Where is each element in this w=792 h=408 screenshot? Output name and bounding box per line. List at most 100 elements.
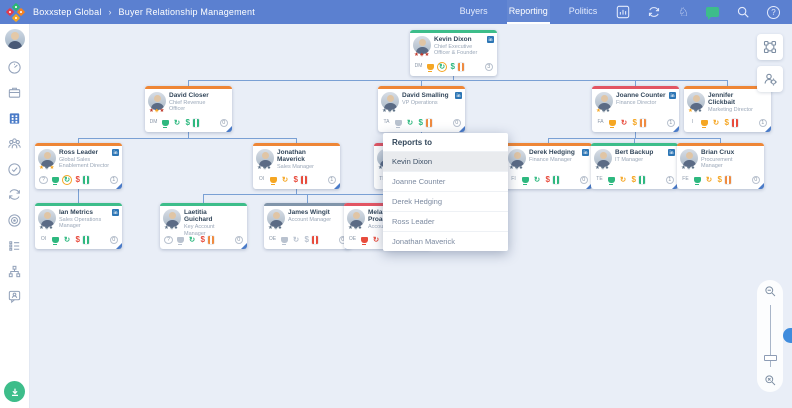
- corner-fold-icon[interactable]: [334, 183, 340, 189]
- breadcrumb-org[interactable]: Boxxstep Global: [33, 7, 102, 17]
- avatar: [687, 92, 705, 110]
- person-title: Global Sales Enablement Director: [59, 156, 110, 170]
- linkedin-icon[interactable]: in: [112, 149, 119, 156]
- tasks-icon[interactable]: [7, 162, 22, 177]
- rating-icon: ★: [159, 108, 165, 114]
- dropdown-item[interactable]: Jonathan Maverick: [383, 231, 508, 251]
- rating-icons: ★ ♣ ♠: [348, 225, 361, 232]
- person-card[interactable]: in Ian Metrics Sales Operations Manager …: [35, 203, 122, 249]
- corner-fold-icon[interactable]: [672, 183, 678, 189]
- corner-fold-icon[interactable]: [241, 243, 247, 249]
- person-card[interactable]: in Ross Leader Global Sales Enablement D…: [35, 143, 122, 189]
- linkedin-icon[interactable]: in: [487, 36, 494, 43]
- person-title: VP Operations: [402, 99, 438, 106]
- flag-icon: [725, 175, 732, 185]
- download-button[interactable]: [4, 381, 25, 402]
- organization-icon[interactable]: [7, 111, 22, 126]
- nav-tab[interactable]: Politics: [568, 6, 598, 16]
- help-icon[interactable]: ?: [767, 5, 780, 19]
- person-card[interactable]: in Bert Backup IT Manager ★ ♣ ♠ TE ↻ $ 1: [591, 143, 678, 189]
- role-code: FI: [511, 176, 516, 182]
- connector-line: [203, 194, 388, 195]
- chat-icon[interactable]: [706, 7, 719, 20]
- goals-target-icon[interactable]: [7, 213, 22, 228]
- connector-line: [720, 138, 721, 143]
- chess-knight-icon[interactable]: ♘: [678, 5, 689, 19]
- nav-tab[interactable]: Reporting: [506, 0, 550, 24]
- rating-icon: ♣: [686, 165, 691, 171]
- rating-icon: ★: [414, 52, 419, 58]
- linkedin-icon[interactable]: in: [669, 92, 676, 99]
- dropdown-item[interactable]: Joanne Counter: [383, 171, 508, 191]
- role-code: OI: [258, 176, 265, 182]
- network-view-button[interactable]: [757, 34, 783, 60]
- user-avatar[interactable]: [4, 29, 25, 49]
- search-icon[interactable]: [736, 5, 750, 19]
- person-card[interactable]: in David Smalling VP Operations ★ ♣ ♠ TA…: [378, 86, 465, 132]
- connector-line: [78, 189, 79, 203]
- linkedin-icon[interactable]: in: [582, 149, 589, 156]
- nav-tab[interactable]: Buyers: [459, 6, 488, 16]
- sync-icon[interactable]: [647, 5, 661, 19]
- person-card[interactable]: Jennifer Clickbait Marketing Director ★ …: [684, 86, 771, 132]
- person-title: IT Manager: [615, 156, 644, 163]
- avatar: [413, 36, 431, 54]
- person-title: Account Manager: [288, 216, 332, 223]
- sync-cycle-icon[interactable]: [7, 187, 22, 202]
- connector-line: [188, 132, 189, 138]
- feedback-icon[interactable]: [7, 289, 22, 304]
- flag-icon: [83, 175, 90, 185]
- avatar: [508, 149, 526, 167]
- boxxstep-logo-icon[interactable]: [5, 2, 26, 22]
- rating-icon: ★: [424, 52, 430, 58]
- rating-icons: ★ ♣ ♠: [164, 225, 177, 232]
- zoom-slider[interactable]: [763, 305, 777, 367]
- person-name: Ian Metrics: [59, 209, 93, 216]
- dropdown-item[interactable]: Ross Leader: [383, 211, 508, 231]
- person-card[interactable]: in Kevin Dixon Chief Executive Officer &…: [410, 30, 497, 76]
- team-icon[interactable]: [7, 136, 22, 151]
- corner-fold-icon[interactable]: [226, 126, 232, 132]
- dropdown-list: Kevin Dixon Joanne Counter Derek Hedging…: [383, 151, 508, 251]
- hierarchy-icon[interactable]: [7, 264, 22, 279]
- person-card[interactable]: James Wingit Account Manager ★ ♣ ♠ OE ↻ …: [264, 203, 351, 249]
- person-card[interactable]: in Joanne Counter Finance Director ★ ♣ ♠…: [592, 86, 679, 132]
- corner-fold-icon[interactable]: [116, 243, 122, 249]
- count-badge: 0: [219, 118, 228, 128]
- person-card[interactable]: David Closer Chief Revenue Officer ★ ♣ ★…: [145, 86, 232, 132]
- rating-icon: ♣: [693, 108, 698, 114]
- person-card[interactable]: Brian Crux Procurement Manager ★ ♣ ♠ FE …: [677, 143, 764, 189]
- person-card[interactable]: in Derek Hedging Finance Manager ★ ♣ ♠ F…: [505, 143, 592, 189]
- rating-icons: ★ ♣ ♠: [596, 108, 609, 115]
- linkedin-icon[interactable]: in: [455, 92, 462, 99]
- flag-icon: [458, 62, 465, 72]
- corner-fold-icon[interactable]: [459, 126, 465, 132]
- checklist-icon[interactable]: [7, 238, 22, 253]
- zoom-slider-handle[interactable]: [763, 355, 777, 361]
- person-card[interactable]: Jonathan Maverick Sales Manager ★ ♣ ♠ OI…: [253, 143, 340, 189]
- corner-fold-icon[interactable]: [758, 183, 764, 189]
- corner-fold-icon[interactable]: [673, 126, 679, 132]
- collapsed-panel-tab[interactable]: [783, 328, 792, 343]
- person-title: Procurement Manager: [701, 156, 733, 170]
- linkedin-icon[interactable]: in: [112, 209, 119, 216]
- linkedin-icon[interactable]: in: [668, 149, 675, 156]
- corner-fold-icon[interactable]: [765, 126, 771, 132]
- briefcase-icon[interactable]: [7, 85, 22, 100]
- person-settings-button[interactable]: [757, 66, 783, 92]
- corner-fold-icon[interactable]: [116, 183, 122, 189]
- role-code: DM: [414, 63, 423, 69]
- zoom-reset-icon[interactable]: [764, 374, 777, 387]
- dropdown-item[interactable]: Kevin Dixon: [383, 151, 508, 171]
- avatar: [347, 209, 365, 227]
- bar-chart-icon[interactable]: [616, 5, 630, 19]
- dropdown-item[interactable]: Derek Hedging: [383, 191, 508, 211]
- rating-icons: ★ ♣ ♠: [39, 225, 52, 232]
- dashboard-icon[interactable]: [7, 60, 22, 75]
- connector-line: [727, 80, 728, 86]
- person-card[interactable]: Laetitia Guichard Key Account Manager ★ …: [160, 203, 247, 249]
- corner-fold-icon[interactable]: [586, 183, 592, 189]
- rating-icon: ★: [595, 165, 600, 171]
- dollar-icon: $: [632, 118, 637, 127]
- zoom-out-icon[interactable]: [764, 285, 777, 298]
